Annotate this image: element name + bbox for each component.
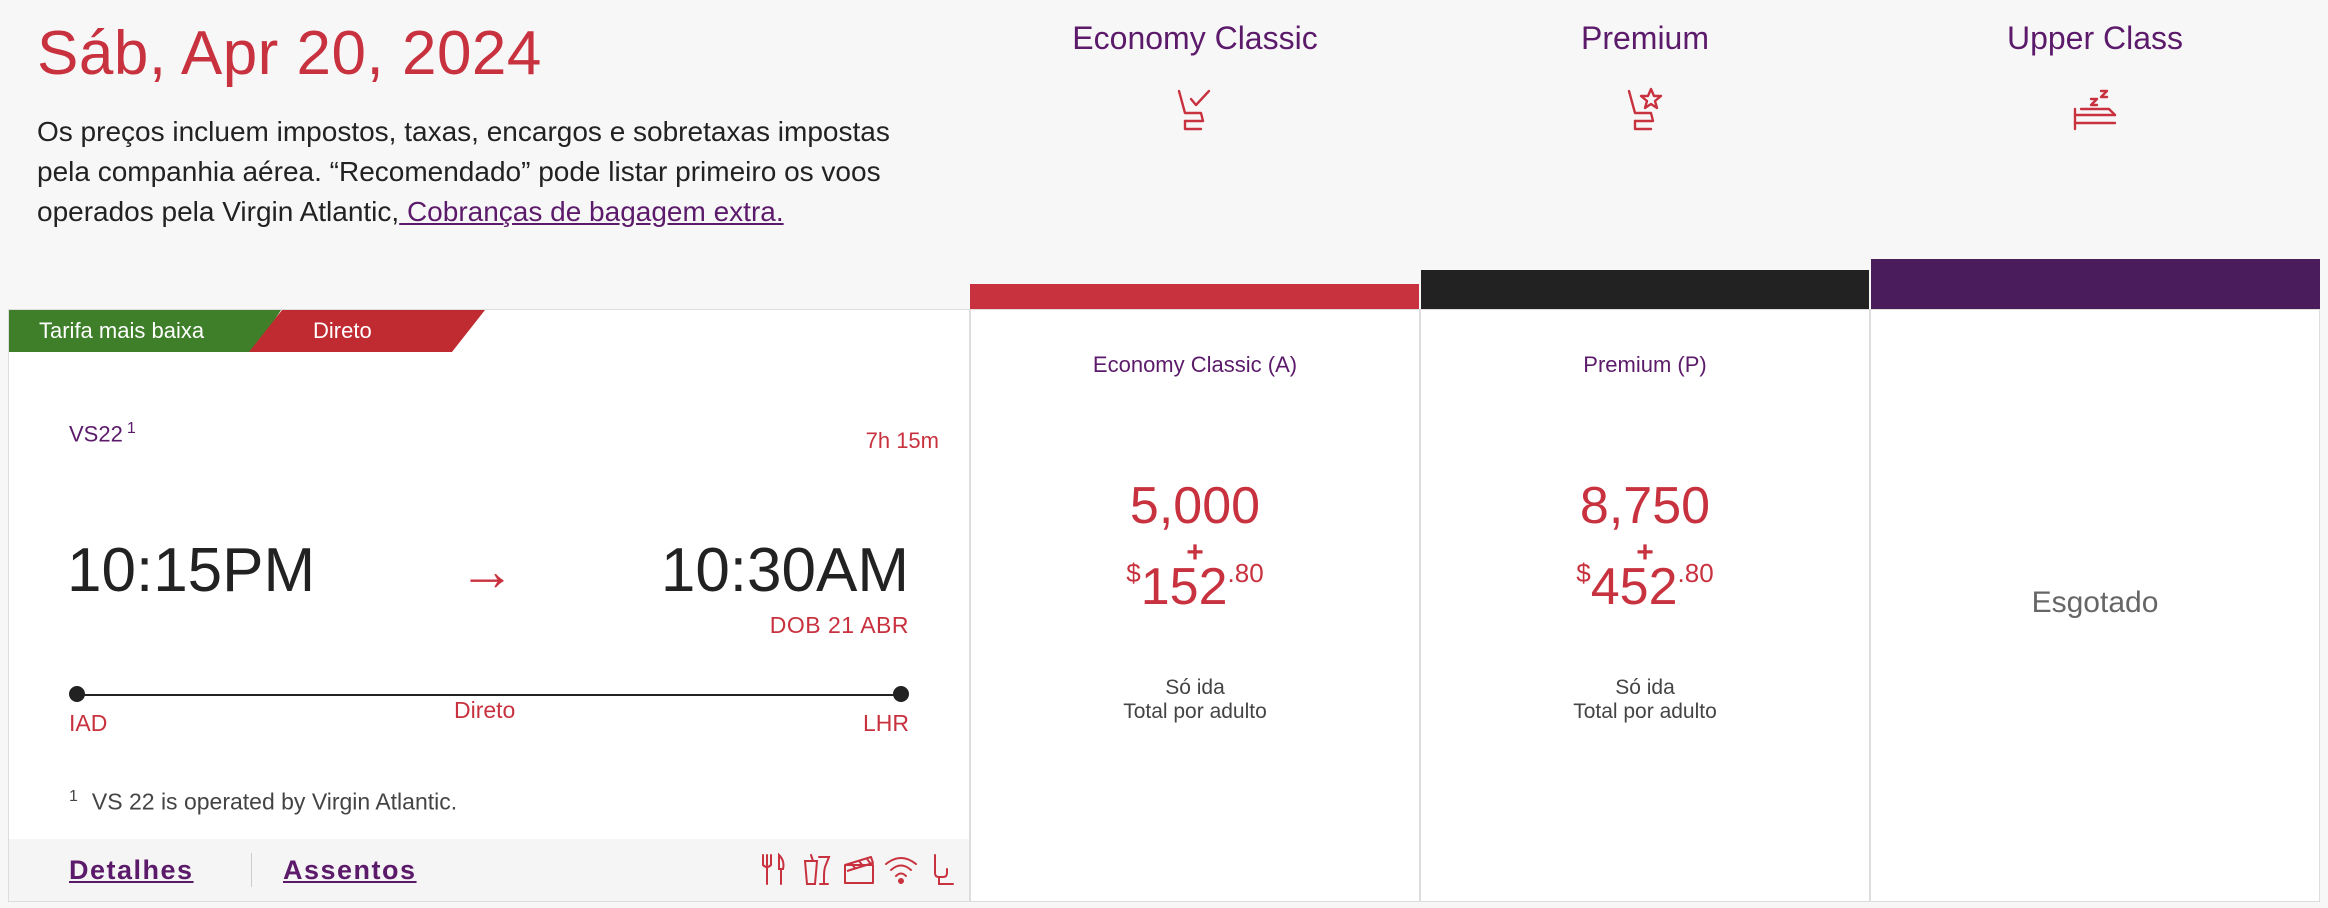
sold-out-label: Esgotado xyxy=(2031,586,2159,619)
meal-icon[interactable] xyxy=(757,851,793,887)
origin-dot xyxy=(69,686,85,702)
fare-trip-type: Só ida xyxy=(1615,676,1675,699)
fare-trip-info: Só ida Total por adulto xyxy=(1421,676,1869,724)
fare-amount: 152 xyxy=(1140,558,1228,616)
direct-tag: Direto xyxy=(249,310,485,352)
fare-economy[interactable]: Economy Classic (A) 5,000 + $152.80 Só i… xyxy=(970,309,1420,902)
seats-link[interactable]: Assentos xyxy=(283,855,417,885)
fare-currency: $ xyxy=(1576,558,1591,588)
fare-currency: $ xyxy=(1126,558,1141,588)
fare-plus: + xyxy=(1186,536,1204,569)
economy-color-band xyxy=(970,284,1419,309)
flight-number: VS22 1 xyxy=(69,420,136,447)
price-notice: Os preços incluem impostos, taxas, encar… xyxy=(37,112,927,232)
drinks-icon[interactable] xyxy=(799,851,835,887)
price-notice-text: Os preços incluem impostos, taxas, encar… xyxy=(37,116,890,227)
fare-amount: 452 xyxy=(1590,558,1678,616)
page-title: Sáb, Apr 20, 2024 xyxy=(37,19,542,88)
operator-footnote: 1 VS 22 is operated by Virgin Atlantic. xyxy=(69,788,457,816)
extra-baggage-link[interactable]: Cobranças de bagagem extra. xyxy=(399,196,784,227)
cabin-name: Upper Class xyxy=(2006,20,2184,56)
entertainment-icon[interactable] xyxy=(841,851,877,887)
fare-trip-info: Só ida Total por adulto xyxy=(971,676,1419,724)
departure-time: 10:15PM xyxy=(67,536,316,605)
arrival-date: DOB 21 ABR xyxy=(769,612,909,638)
wifi-icon[interactable] xyxy=(883,851,919,887)
premium-color-band xyxy=(1421,270,1869,309)
fare-cents: .80 xyxy=(1227,558,1264,588)
footnote-text: VS 22 is operated by Virgin Atlantic. xyxy=(91,788,458,815)
fare-points: 8,750 xyxy=(1579,477,1711,535)
arrow-right-icon: → xyxy=(459,539,515,602)
flight-card: Tarifa mais baixa Direto VS22 1 7h 15m 10… xyxy=(8,309,970,902)
origin-airport: IAD xyxy=(69,710,108,736)
flight-number-text: VS22 xyxy=(69,421,123,447)
cabin-name: Economy Classic xyxy=(1072,20,1318,56)
details-link[interactable]: Detalhes xyxy=(69,855,194,885)
footer-divider xyxy=(251,853,252,887)
fare-basis: Total por adulto xyxy=(1123,700,1267,723)
seat-check-icon xyxy=(1177,89,1211,131)
cabin-header-upper: Upper Class xyxy=(1870,20,2320,138)
fare-upper: Esgotado xyxy=(1870,309,2320,902)
flight-duration: 7h 15m xyxy=(865,428,939,453)
destination-airport: LHR xyxy=(862,710,909,736)
fare-label: Premium (P) xyxy=(1583,352,1707,377)
fare-basis: Total por adulto xyxy=(1573,700,1717,723)
bed-icon xyxy=(2073,89,2117,131)
footnote-mark: 1 xyxy=(69,788,78,805)
arrival-time: 10:30AM xyxy=(660,536,909,605)
power-icon[interactable] xyxy=(923,851,959,887)
fare-cash: $452.80 xyxy=(1421,557,1869,617)
stops-label: Direto xyxy=(454,697,516,723)
fare-trip-type: Só ida xyxy=(1165,676,1225,699)
lowest-fare-tag: Tarifa mais baixa xyxy=(9,310,281,352)
fare-cents: .80 xyxy=(1677,558,1714,588)
destination-dot xyxy=(893,686,909,702)
fare-points: 5,000 xyxy=(1129,477,1261,535)
cabin-header-economy: Economy Classic xyxy=(970,20,1420,138)
fare-plus: + xyxy=(1636,536,1654,569)
route-line xyxy=(75,694,899,696)
footnote-mark: 1 xyxy=(126,420,136,437)
cabin-header-premium: Premium xyxy=(1420,20,1870,138)
fare-label: Economy Classic (A) xyxy=(1092,352,1298,377)
flight-tags: Tarifa mais baixa Direto xyxy=(9,310,489,352)
upper-color-band xyxy=(1871,259,2320,309)
seat-star-icon xyxy=(1627,87,1663,131)
fare-premium[interactable]: Premium (P) 8,750 + $452.80 Só ida Total… xyxy=(1420,309,1870,902)
fare-cash: $152.80 xyxy=(971,557,1419,617)
card-footer: Detalhes Assentos xyxy=(9,839,969,901)
cabin-name: Premium xyxy=(1580,20,1709,56)
